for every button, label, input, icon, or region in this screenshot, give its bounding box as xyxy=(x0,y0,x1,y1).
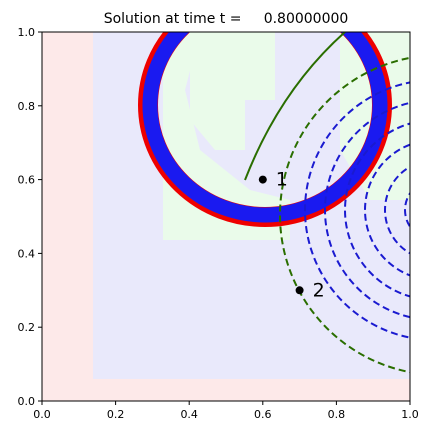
chart-title: Solution at time t = 0.80000000 xyxy=(104,11,349,27)
y-tick-label: 0.6 xyxy=(18,174,36,187)
x-tick-label: 0.0 xyxy=(33,408,51,421)
x-tick-label: 1.0 xyxy=(401,408,419,421)
contour-dashed xyxy=(279,56,410,374)
y-tick-label: 0.4 xyxy=(18,247,36,260)
y-tick-label: 1.0 xyxy=(18,26,36,39)
x-tick-label: 0.4 xyxy=(180,408,198,421)
probe-label: 1 xyxy=(276,169,288,191)
region-inner xyxy=(190,32,275,150)
probe-point xyxy=(258,175,267,184)
plot-background xyxy=(42,32,410,401)
x-tick-label: 0.6 xyxy=(254,408,272,421)
contour-line xyxy=(244,32,346,181)
probe-label: 2 xyxy=(313,279,325,301)
y-tick-label: 0.8 xyxy=(18,100,36,113)
probe-point xyxy=(295,286,304,295)
x-tick-label: 0.8 xyxy=(328,408,346,421)
axes-frame xyxy=(41,31,411,402)
y-tick-label: 0.2 xyxy=(18,321,36,334)
x-tick-label: 0.2 xyxy=(107,408,125,421)
contour-ring xyxy=(142,32,388,223)
y-tick-label: 0.0 xyxy=(18,395,36,408)
